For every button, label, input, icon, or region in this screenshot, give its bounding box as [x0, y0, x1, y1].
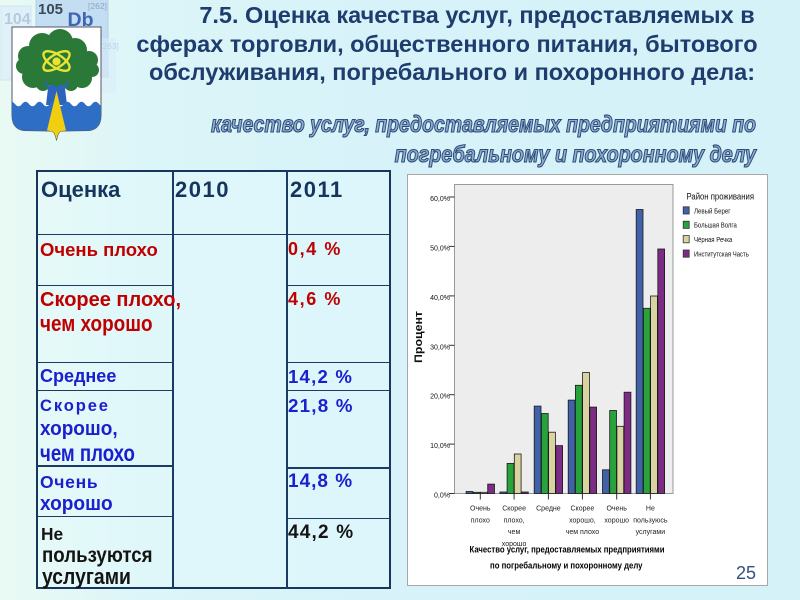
svg-text:[263]: [263]: [100, 41, 119, 51]
svg-text:Очень: Очень: [470, 506, 491, 513]
svg-text:Скорее: Скорее: [502, 506, 526, 513]
svg-text:[262]: [262]: [88, 1, 107, 11]
svg-text:Скорее: Скорее: [571, 506, 595, 513]
svg-text:Очень: Очень: [606, 506, 627, 513]
svg-text:0,0%: 0,0%: [434, 493, 450, 500]
svg-text:услугами: услугами: [636, 529, 666, 536]
svg-text:60,0%: 60,0%: [430, 196, 450, 203]
svg-text:Качество услуг, предоставляемы: Качество услуг, предоставляемых предприя…: [470, 545, 665, 556]
svg-text:хорошо: хорошо: [604, 517, 629, 524]
svg-text:Процент: Процент: [413, 310, 425, 363]
svg-text:плохо: плохо: [471, 517, 490, 524]
svg-text:пользуюсь: пользуюсь: [633, 517, 668, 524]
svg-text:чем: чем: [508, 529, 521, 536]
svg-text:Не: Не: [646, 506, 655, 513]
svg-text:Средне: Средне: [536, 506, 561, 513]
svg-text:по погребальному и похоронному: по погребальному и похоронному делу: [490, 560, 643, 571]
svg-text:20,0%: 20,0%: [430, 394, 450, 401]
svg-text:хорошо,: хорошо,: [569, 517, 596, 524]
svg-text:10,0%: 10,0%: [430, 443, 450, 450]
svg-text:Левый Берег: Левый Берег: [694, 206, 731, 215]
svg-text:хорошо: хорошо: [502, 541, 527, 548]
svg-text:плохо,: плохо,: [504, 517, 525, 524]
svg-text:Db: Db: [68, 9, 94, 31]
svg-text:50,0%: 50,0%: [430, 245, 450, 252]
svg-text:Институтская Часть: Институтская Часть: [694, 250, 749, 259]
svg-text:Район проживания: Район проживания: [687, 192, 755, 202]
svg-text:40,0%: 40,0%: [430, 295, 450, 302]
svg-text:Чёрная Речка: Чёрная Речка: [694, 235, 733, 244]
svg-text:104: 104: [4, 11, 31, 28]
svg-text:чем плохо: чем плохо: [566, 529, 599, 536]
svg-text:Большая Волга: Большая Волга: [694, 221, 737, 230]
svg-text:105: 105: [38, 1, 63, 18]
svg-text:30,0%: 30,0%: [430, 344, 450, 351]
